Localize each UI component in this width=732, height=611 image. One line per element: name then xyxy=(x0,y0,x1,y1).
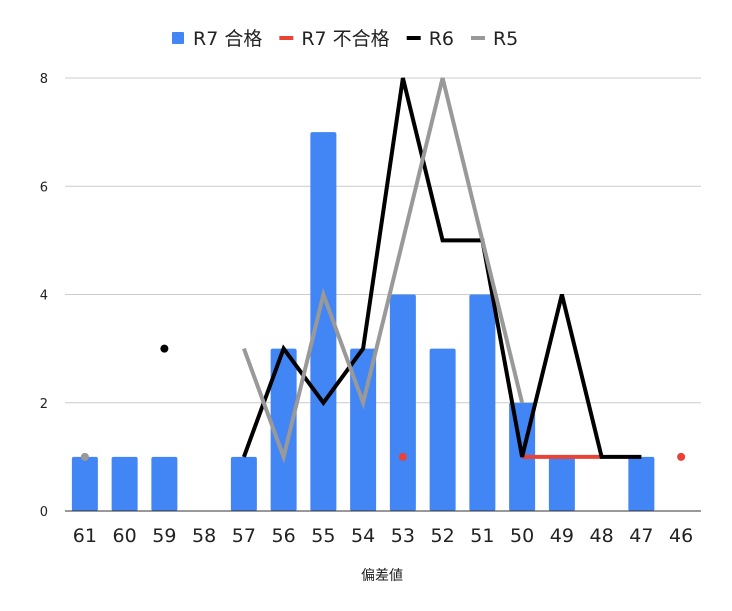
x-axis-title: 偏差値 xyxy=(361,568,403,584)
y-tick-label: 6 xyxy=(40,180,48,195)
x-tick-label: 56 xyxy=(272,525,296,547)
y-tick-label: 4 xyxy=(40,289,48,304)
x-tick-label: 59 xyxy=(152,525,176,547)
y-axis-ticks: 0 2 4 6 8 xyxy=(40,72,48,520)
x-tick-label: 54 xyxy=(351,525,375,547)
x-tick-label: 55 xyxy=(311,525,335,547)
x-tick-label: 52 xyxy=(431,525,455,547)
bar xyxy=(71,456,98,511)
series-point xyxy=(677,452,686,461)
x-tick-label: 49 xyxy=(550,525,574,547)
bar xyxy=(230,456,257,511)
x-tick-label: 53 xyxy=(391,525,415,547)
x-tick-label: 48 xyxy=(590,525,614,547)
line-series xyxy=(80,77,686,464)
series-point xyxy=(80,452,89,461)
legend-label: R5 xyxy=(493,28,518,50)
legend-swatch xyxy=(172,32,184,44)
legend-label: R7 合格 xyxy=(193,28,262,50)
x-tick-label: 46 xyxy=(669,525,693,547)
bar xyxy=(389,294,416,511)
legend-item: R7 合格 xyxy=(172,28,262,50)
bar xyxy=(548,456,575,511)
legend-label: R7 不合格 xyxy=(301,28,389,50)
bar xyxy=(151,456,178,511)
series-line xyxy=(242,77,525,464)
bar xyxy=(310,132,337,511)
bar xyxy=(469,294,496,511)
y-tick-label: 8 xyxy=(40,72,48,87)
legend-item: R6 xyxy=(406,28,454,50)
y-tick-label: 2 xyxy=(40,397,48,412)
legend: R7 合格 R7 不合格 R6 R5 xyxy=(172,28,518,50)
legend-item: R7 不合格 xyxy=(279,28,390,50)
x-tick-label: 60 xyxy=(113,525,137,547)
series-point xyxy=(160,344,169,353)
legend-item: R5 xyxy=(470,28,518,50)
x-tick-label: 47 xyxy=(629,525,653,547)
bar xyxy=(111,456,138,511)
x-axis-ticks: 61 60 59 58 57 56 55 54 53 52 51 50 49 48 47 46 xyxy=(73,525,693,547)
x-tick-label: 58 xyxy=(192,525,216,547)
y-tick-label: 0 xyxy=(40,505,48,520)
series-line xyxy=(242,77,642,459)
x-tick-label: 51 xyxy=(470,525,494,547)
x-tick-label: 61 xyxy=(73,525,97,547)
series-point xyxy=(398,452,407,461)
legend-label: R6 xyxy=(429,28,454,50)
bar xyxy=(429,348,456,511)
bar xyxy=(628,456,655,511)
bar xyxy=(270,348,297,511)
gridlines xyxy=(65,77,701,404)
x-tick-label: 50 xyxy=(510,525,534,547)
x-tick-label: 57 xyxy=(232,525,256,547)
